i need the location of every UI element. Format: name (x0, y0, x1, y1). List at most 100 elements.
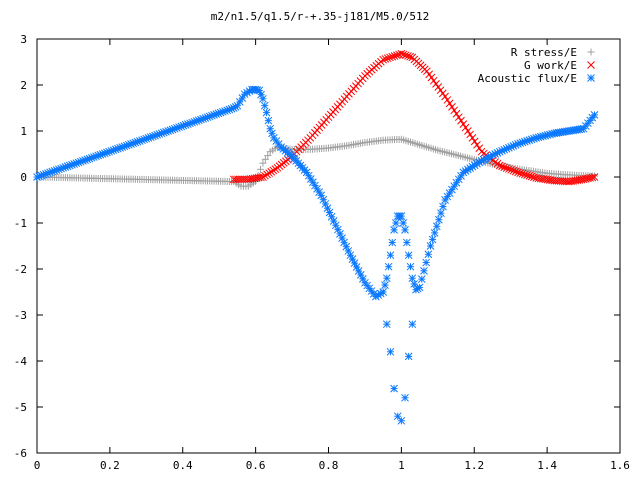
series-point (399, 219, 408, 227)
legend-label: G work/E (524, 59, 577, 72)
series-point (404, 352, 413, 361)
series-3 (382, 320, 417, 425)
series-point (383, 54, 392, 63)
series-point (390, 384, 398, 393)
series-point (424, 250, 433, 259)
series-point (384, 262, 393, 271)
series-point (406, 52, 414, 61)
series-point (268, 129, 276, 138)
axis-tick-labels: 0 0.2 0.4 0.6 0.8 1 1.2 1.4 1.6 3 2 1 0 -1 -2 -3 -4 -5 -6 (14, 33, 630, 472)
series-point (425, 70, 434, 79)
series-point (263, 170, 271, 179)
legend-label: R stress/E (511, 46, 577, 59)
series-point (439, 202, 447, 211)
series-point (401, 51, 410, 60)
series-point (390, 226, 398, 234)
series-point (386, 53, 394, 62)
series-point (507, 165, 515, 174)
series-point (530, 173, 538, 182)
series-point (432, 222, 441, 231)
series-point (261, 155, 269, 163)
series-point (379, 55, 388, 64)
series-point (386, 251, 395, 260)
series-point (264, 116, 273, 125)
series-point (420, 266, 428, 275)
series-point (457, 116, 465, 125)
series-point (381, 281, 389, 289)
x-tick-label: 0.6 (246, 459, 266, 472)
series-point (445, 99, 454, 108)
x-tick-label: 1.6 (610, 459, 630, 472)
series-point (466, 130, 475, 139)
series-point (438, 89, 447, 98)
series-point (259, 173, 267, 181)
x-tick-label: 0.2 (100, 459, 120, 472)
series-point (417, 275, 426, 283)
x-tick-label: 0 (34, 459, 41, 472)
series-point (505, 165, 513, 173)
series-point (382, 320, 391, 329)
y-tick-label: -4 (14, 355, 28, 368)
series-point (448, 102, 456, 111)
series-point (397, 49, 406, 58)
series-1 (229, 49, 599, 186)
series-point (415, 283, 424, 292)
series-point (516, 169, 525, 177)
series-point (271, 165, 280, 173)
series-point (397, 416, 406, 425)
series-point (265, 169, 274, 177)
series-point (404, 251, 413, 260)
series-point (525, 171, 534, 180)
series-point (502, 164, 511, 172)
series-point (422, 258, 431, 267)
series-point (468, 134, 477, 142)
series-point (408, 274, 417, 283)
series-point (523, 171, 531, 180)
series-point (401, 393, 409, 402)
series-point (464, 127, 472, 135)
x-tick-label: 1.4 (537, 459, 557, 472)
series-point (454, 113, 463, 122)
series-point (267, 167, 276, 176)
series-point (436, 86, 445, 95)
series-point (520, 170, 529, 179)
y-tick-label: -3 (14, 309, 27, 322)
series-point (434, 83, 443, 91)
series-point (388, 238, 397, 247)
series-point (430, 229, 439, 237)
series-point (450, 106, 459, 115)
legend-marker (587, 61, 595, 69)
series-point (452, 109, 461, 118)
series-point (264, 152, 272, 160)
series-point (461, 123, 470, 132)
axis-ticks (36, 38, 621, 454)
series-point (437, 209, 445, 217)
series-point (256, 165, 264, 173)
series-point (428, 235, 437, 244)
series-point (498, 162, 506, 171)
series-point (259, 159, 267, 167)
series-point (426, 242, 435, 250)
series-point (427, 73, 436, 82)
series-point (259, 94, 267, 103)
series-point (509, 166, 518, 175)
series-point (470, 137, 479, 146)
series-point (256, 173, 265, 182)
series-point (269, 166, 278, 175)
x-tick-label: 1.2 (464, 459, 484, 472)
series-point (386, 347, 395, 356)
series-point (399, 50, 408, 59)
y-tick-label: -1 (14, 217, 27, 230)
legend-marker (587, 48, 595, 56)
series-point (408, 320, 417, 329)
series-point (500, 163, 509, 172)
series-point (379, 288, 388, 296)
series-2 (33, 85, 599, 301)
series-point (392, 219, 400, 227)
series-point (590, 173, 599, 181)
series-point (511, 167, 520, 176)
series-point (495, 161, 504, 170)
series-point (588, 173, 597, 182)
y-tick-label: -2 (14, 263, 27, 276)
